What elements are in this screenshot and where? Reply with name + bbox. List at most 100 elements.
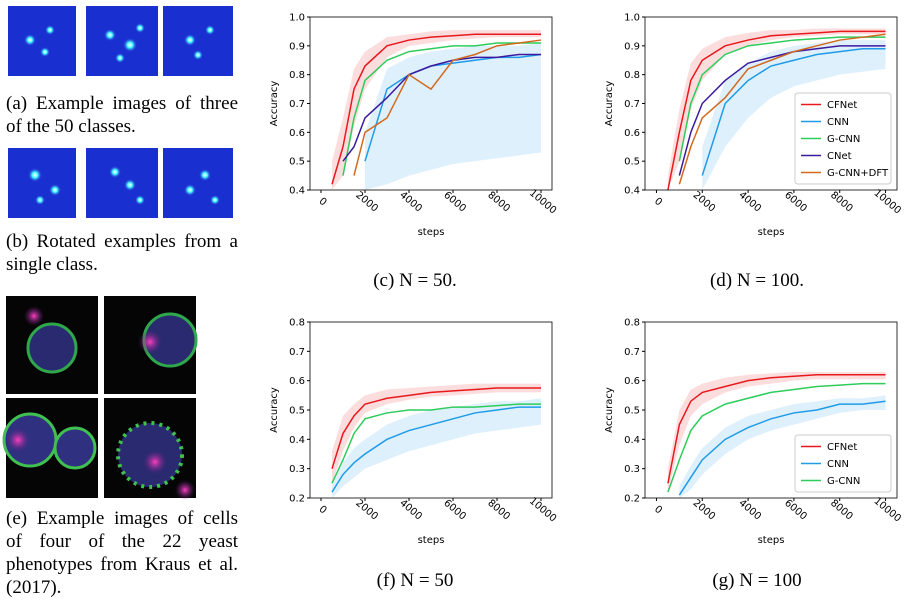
y-tick-label: 0.6 [624,376,640,387]
y-tick-label: 0.8 [624,70,640,81]
y-tick-label: 0.8 [289,318,305,329]
y-axis-label: Accuracy [604,387,615,433]
band [332,398,541,498]
plot-area [667,371,886,498]
x-tick-label: 0 [652,504,664,517]
subcaption: (f) N = 50 [376,570,454,591]
x-tick-label: 2000 [353,498,380,523]
y-tick-label: 1.0 [624,13,640,24]
images-a [8,6,233,76]
subcaption: (c) N = 50. [373,270,457,291]
series-line [667,382,886,493]
images-e [2,296,198,500]
series-line [342,53,541,162]
x-tick-label: 0 [317,196,329,209]
y-tick-label: 0.4 [624,435,640,446]
y-axis-label: Accuracy [269,81,280,127]
y-tick-label: 0.7 [624,99,640,110]
chart: 0.2 0.3 0.4 0.5 0.6 0.7 0.8 0 2000 4000 6000 8000 10… [604,318,903,547]
series-line [701,47,886,176]
x-tick-label: 4000 [736,498,763,523]
x-tick-label: 10000 [871,188,902,217]
series-line [667,374,886,484]
y-tick-label: 0.8 [289,70,305,81]
y-tick-label: 0.4 [624,186,640,197]
series-line [667,30,886,190]
x-tick-label: 0 [652,196,664,209]
legend-box [794,434,892,493]
x-tick-label: 0 [317,504,329,517]
y-tick-label: 0.5 [624,157,640,168]
x-tick-label: 10000 [527,496,558,525]
y-tick-label: 0.3 [289,464,305,475]
y-tick-label: 0.6 [289,376,305,387]
subcaption: (g) N = 100 [712,570,802,591]
chart: 0.2 0.3 0.4 0.5 0.6 0.7 0.8 0 2000 4000 6000 8000 10… [269,318,558,547]
y-tick-label: 0.3 [624,464,640,475]
y-tick-label: 0.6 [624,128,640,139]
legend-label: CNet [827,151,852,162]
band [365,42,541,190]
series-line [353,39,542,176]
y-tick-label: 0.4 [289,186,305,197]
y-tick-label: 0.6 [289,128,305,139]
y-tick-label: 0.7 [289,347,305,358]
y-tick-label: 0.4 [289,435,305,446]
caption-e: (e) Example images of cells of four of t… [6,508,238,598]
y-tick-label: 0.5 [624,406,640,417]
series-line [331,403,541,484]
x-tick-label: 2000 [691,190,718,215]
y-tick-label: 0.7 [624,347,640,358]
x-axis-label: steps [418,227,445,238]
y-tick-label: 0.7 [289,99,305,110]
x-axis-label: steps [758,227,785,238]
legend-label: G-CNN [827,134,860,145]
band [702,40,886,190]
y-axis-label: Accuracy [269,387,280,433]
y-tick-label: 0.8 [624,318,640,329]
legend-box [794,92,892,185]
x-axis-label: steps [758,535,785,546]
series-line [342,42,541,176]
legend-label: G-CNN [827,476,860,487]
chart: 0.4 0.5 0.6 0.7 0.8 0.9 1.0 0 2000 4000 6000 8000 10… [604,13,903,239]
plot-area [331,383,541,498]
x-tick-label: 8000 [828,498,855,523]
subcaption: (d) N = 100. [709,270,805,291]
x-tick-label: 6000 [782,190,809,215]
series-line [331,387,541,469]
series-line [678,45,886,176]
x-tick-label: 6000 [441,498,468,523]
x-tick-label: 4000 [736,190,763,215]
caption-b: (b) Rotated examples from a single class… [6,231,238,275]
plot-area [667,28,886,190]
x-tick-label: 4000 [397,190,424,215]
y-tick-label: 0.9 [289,41,305,52]
legend-label: G-CNN+DFT [827,168,889,179]
images-b [8,148,233,218]
legend-label: CFNet [827,100,857,111]
y-tick-label: 0.2 [624,494,640,505]
x-tick-label: 6000 [782,498,809,523]
series-line [331,33,541,185]
y-tick-label: 0.5 [289,406,305,417]
series-line [331,406,541,493]
series-line [678,33,886,185]
y-tick-label: 1.0 [289,13,305,24]
caption-a: (a) Example images of three of the 50 cl… [6,93,238,137]
y-tick-label: 0.9 [624,41,640,52]
y-axis-label: Accuracy [604,81,615,127]
chart: 0.4 0.5 0.6 0.7 0.8 0.9 1.0 0 2000 4000 6000 8000 10… [269,13,558,239]
x-axis-label: steps [418,535,445,546]
x-tick-label: 6000 [441,190,468,215]
x-tick-label: 2000 [353,190,380,215]
y-tick-label: 0.2 [289,494,305,505]
legend-label: CFNet [827,442,857,453]
legend-label: CNN [827,117,849,128]
y-tick-label: 0.5 [289,157,305,168]
series-line [364,53,542,162]
x-tick-label: 8000 [485,498,512,523]
x-tick-label: 8000 [828,190,855,215]
